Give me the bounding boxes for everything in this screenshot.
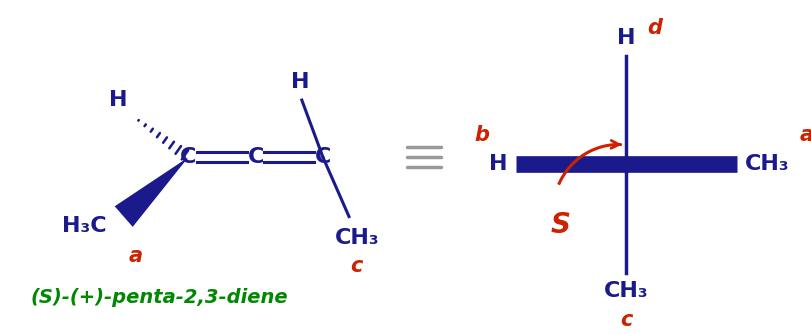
Text: b: b: [474, 125, 489, 145]
Text: d: d: [646, 18, 662, 38]
Text: a: a: [128, 246, 142, 266]
Text: H₃C: H₃C: [62, 216, 106, 236]
Text: C: C: [315, 147, 331, 167]
Polygon shape: [114, 157, 188, 227]
Text: c: c: [350, 256, 363, 276]
Text: (S)-(+)-penta-2,3-diene: (S)-(+)-penta-2,3-diene: [31, 288, 288, 307]
Text: CH₃: CH₃: [744, 154, 788, 174]
Text: C: C: [180, 147, 196, 167]
Text: c: c: [620, 310, 632, 330]
Text: CH₃: CH₃: [334, 228, 379, 248]
Text: C: C: [247, 147, 264, 167]
Text: CH₃: CH₃: [603, 281, 648, 301]
Text: H: H: [290, 72, 309, 92]
Text: a: a: [798, 125, 811, 145]
Text: H: H: [489, 154, 507, 174]
Text: S: S: [550, 211, 570, 239]
Text: H: H: [616, 28, 635, 48]
Text: H: H: [109, 90, 127, 110]
